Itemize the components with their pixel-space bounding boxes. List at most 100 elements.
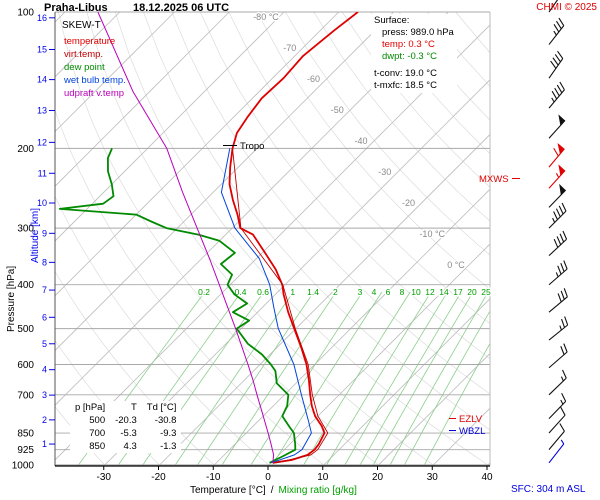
svg-text:4: 4 bbox=[372, 287, 377, 297]
table-row: 850 4.3 -1.3 bbox=[70, 440, 181, 453]
max-wind-tick bbox=[511, 177, 520, 179]
x-axis-separator: / bbox=[270, 485, 274, 496]
svg-text:-10 °C: -10 °C bbox=[419, 229, 445, 239]
svg-text:5: 5 bbox=[42, 339, 47, 349]
svg-text:100: 100 bbox=[17, 8, 34, 19]
svg-text:17: 17 bbox=[453, 287, 463, 297]
svg-text:600: 600 bbox=[17, 360, 34, 371]
legend-item-dew-point: dew point bbox=[64, 62, 105, 73]
wbzl-tick bbox=[449, 429, 456, 431]
svg-text:25: 25 bbox=[481, 287, 491, 297]
surface-info-panel: Surface: press: 989.0 hPa temp: 0.3 °C d… bbox=[371, 14, 457, 93]
svg-text:15: 15 bbox=[37, 45, 47, 55]
max-wind-marker: MXWS bbox=[479, 174, 520, 185]
svg-text:1: 1 bbox=[290, 287, 295, 297]
legend-item-wet-bulb: wet bulb temp. bbox=[64, 75, 126, 86]
svg-text:2: 2 bbox=[42, 415, 47, 425]
svg-text:14: 14 bbox=[37, 75, 47, 85]
chart-type-label: SKEW-T bbox=[62, 20, 101, 31]
surface-dwpt: dwpt: -0.3 °C bbox=[382, 51, 438, 62]
ezlv-marker: EZLV bbox=[449, 414, 482, 425]
svg-text:-20: -20 bbox=[151, 472, 166, 483]
table-row: 500 -20.3 -30.8 bbox=[70, 414, 181, 427]
svg-text:13: 13 bbox=[37, 106, 47, 116]
svg-text:-50: -50 bbox=[331, 105, 344, 115]
svg-text:-80 °C: -80 °C bbox=[253, 12, 279, 22]
svg-text:0.2: 0.2 bbox=[198, 287, 210, 297]
wbzl-label: WBZL bbox=[459, 426, 486, 437]
cell-td-850: -1.3 bbox=[160, 441, 177, 452]
svg-text:3: 3 bbox=[358, 287, 363, 297]
tropopause-tick bbox=[223, 144, 237, 146]
cell-t-700: -5.3 bbox=[120, 428, 137, 439]
svg-text:4: 4 bbox=[42, 365, 47, 375]
y-axis-pressure-title: Pressure [hPa] bbox=[6, 265, 17, 332]
legend: temperature virt.temp. dew point wet bul… bbox=[64, 35, 126, 100]
legend-item-temperature: temperature bbox=[64, 36, 116, 47]
svg-text:850: 850 bbox=[17, 429, 34, 440]
surface-pressure: press: 989.0 hPa bbox=[382, 27, 454, 38]
svg-text:-30: -30 bbox=[97, 472, 112, 483]
surface-temp: temp: 0.3 °C bbox=[382, 39, 435, 50]
svg-text:9: 9 bbox=[42, 228, 47, 238]
svg-text:500: 500 bbox=[17, 324, 34, 335]
ezlv-tick bbox=[449, 417, 456, 419]
copyright-label: CHMI © 2025 bbox=[536, 2, 597, 13]
svg-text:1.4: 1.4 bbox=[307, 287, 319, 297]
cell-td-500: -30.8 bbox=[154, 415, 177, 426]
svg-text:1: 1 bbox=[42, 439, 47, 449]
max-wind-label: MXWS bbox=[479, 174, 509, 185]
svg-text:700: 700 bbox=[17, 390, 34, 401]
svg-text:2: 2 bbox=[333, 287, 338, 297]
svg-text:11: 11 bbox=[38, 168, 47, 178]
svg-text:-40: -40 bbox=[354, 136, 367, 146]
svg-text:10: 10 bbox=[411, 287, 421, 297]
svg-text:6: 6 bbox=[386, 287, 391, 297]
cell-t-850: 4.3 bbox=[123, 441, 137, 452]
svg-text:10: 10 bbox=[37, 198, 47, 208]
surface-title: Surface: bbox=[374, 15, 410, 26]
legend-item-virt-temp: virt.temp. bbox=[64, 49, 104, 60]
tropopause-label: Tropo bbox=[240, 141, 265, 152]
svg-text:400: 400 bbox=[17, 280, 34, 291]
table-header-pressure: p [hPa] bbox=[75, 402, 106, 413]
svg-text:16: 16 bbox=[37, 13, 47, 23]
level-data-table: p [hPa] T Td [°C] 500 -20.3 -30.8 700 -5… bbox=[70, 401, 182, 453]
cell-p-700: 700 bbox=[89, 428, 106, 439]
cell-p-850: 850 bbox=[89, 441, 106, 452]
ezlv-label: EZLV bbox=[459, 414, 483, 425]
svg-text:300: 300 bbox=[17, 224, 34, 235]
svg-text:3: 3 bbox=[42, 390, 47, 400]
sfc-elevation-label: SFC: 304 m ASL bbox=[511, 484, 586, 495]
table-header-temp: T bbox=[130, 402, 137, 413]
x-axis-title: Temperature [°C] / Mixing ratio [g/kg] bbox=[190, 485, 362, 496]
t-mxfc-value: t-mxfc: 18.5 °C bbox=[374, 80, 437, 91]
sounding-datetime: 18.12.2025 06 UTC bbox=[133, 2, 230, 14]
svg-text:12: 12 bbox=[425, 287, 435, 297]
svg-text:8: 8 bbox=[42, 257, 47, 267]
svg-text:-20: -20 bbox=[402, 198, 415, 208]
x-axis-mixing-label: Mixing ratio [g/kg] bbox=[278, 485, 357, 496]
table-header-dewpoint: Td [°C] bbox=[146, 402, 177, 413]
cell-t-500: -20.3 bbox=[115, 415, 137, 426]
cell-td-700: -9.3 bbox=[160, 428, 177, 439]
table-header-row: p [hPa] T Td [°C] bbox=[70, 401, 181, 414]
x-axis-temperature-label: Temperature [°C] bbox=[190, 485, 266, 496]
svg-text:12: 12 bbox=[37, 137, 47, 147]
table-row: 700 -5.3 -9.3 bbox=[70, 427, 181, 440]
svg-text:8: 8 bbox=[400, 287, 405, 297]
t-conv-value: t-conv: 19.0 °C bbox=[374, 68, 437, 79]
svg-text:0: 0 bbox=[265, 472, 271, 483]
svg-text:20: 20 bbox=[372, 472, 384, 483]
svg-text:200: 200 bbox=[17, 144, 34, 155]
svg-text:6: 6 bbox=[42, 312, 47, 322]
legend-item-updraft: udpraft v.temp bbox=[64, 88, 125, 99]
svg-text:14: 14 bbox=[439, 287, 449, 297]
y-axis-altitude-title: Altitude [km] bbox=[30, 207, 41, 263]
svg-text:-60: -60 bbox=[307, 74, 320, 84]
svg-text:1000: 1000 bbox=[12, 461, 35, 472]
svg-text:-70: -70 bbox=[283, 43, 296, 53]
svg-text:40: 40 bbox=[481, 472, 493, 483]
wbzl-marker: WBZL bbox=[449, 426, 485, 437]
